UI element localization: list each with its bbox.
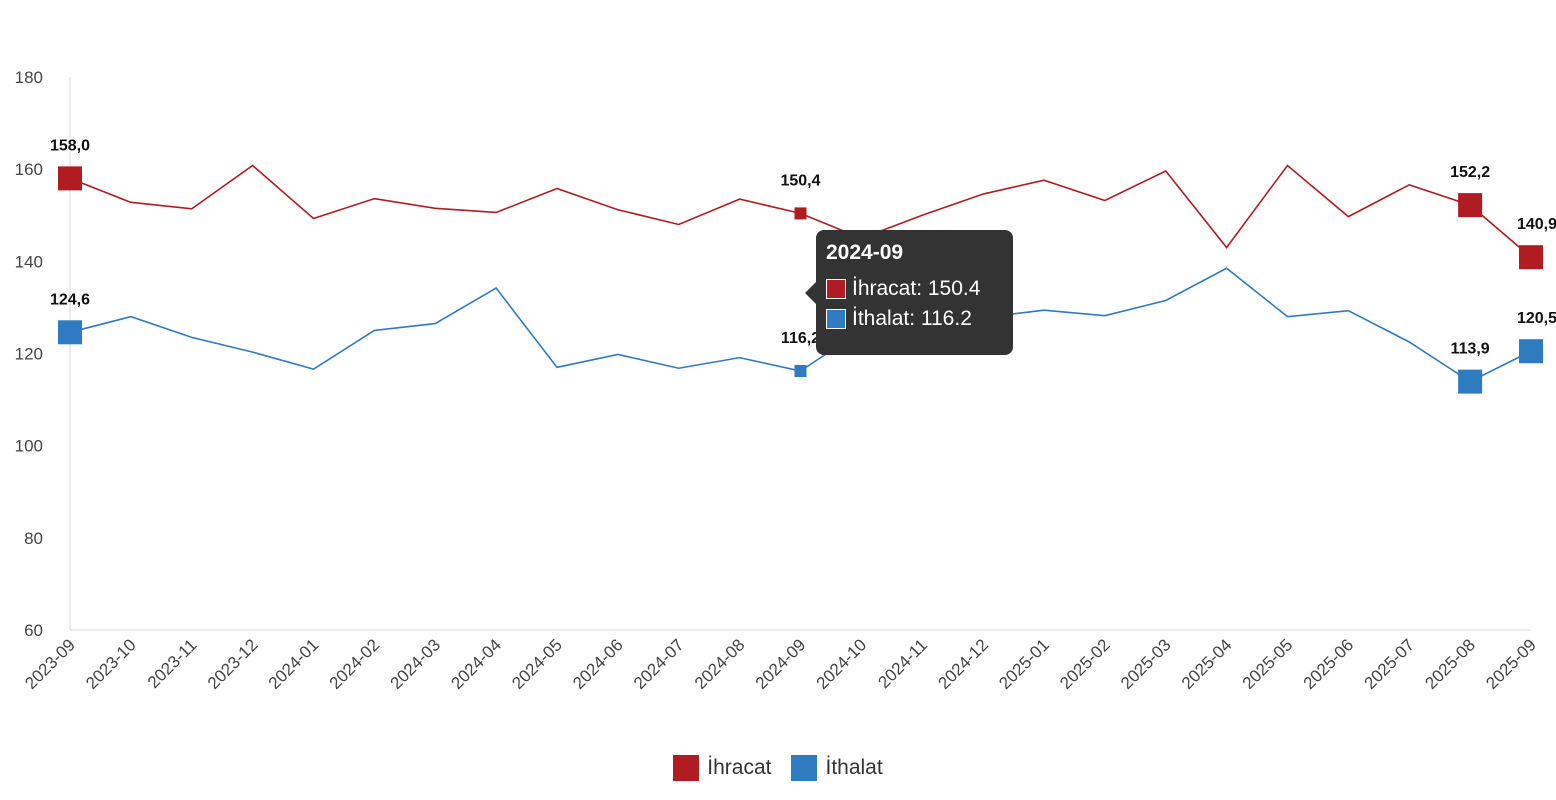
- x-tick-label: 2024-06: [569, 635, 627, 693]
- x-tick-label: 2025-04: [1178, 635, 1236, 693]
- data-label: 120,5: [1517, 310, 1556, 327]
- tooltip-title: 2024-09: [826, 241, 904, 264]
- x-tick-label: 2025-06: [1300, 635, 1358, 693]
- x-tick-label: 2024-08: [691, 635, 749, 693]
- y-tick-label: 100: [15, 437, 43, 456]
- x-tick-label: 2025-09: [1482, 635, 1540, 693]
- data-point-marker: [1519, 245, 1543, 270]
- data-label: 152,2: [1450, 164, 1490, 181]
- x-tick-label: 2023-10: [82, 635, 140, 693]
- x-tick-label: 2025-01: [995, 635, 1053, 693]
- series-line-1: [69, 267, 1532, 383]
- data-point-marker: [1519, 339, 1543, 364]
- data-label: 113,9: [1451, 341, 1490, 358]
- data-label: 158,0: [50, 137, 90, 154]
- y-tick-label: 60: [24, 621, 43, 640]
- x-tick-label: 2024-12: [934, 635, 992, 693]
- tooltip-value-ihracat: İhracat: 150.4: [852, 277, 981, 300]
- x-tick-label: 2025-05: [1239, 635, 1297, 693]
- x-tick-label: 2024-04: [447, 635, 505, 693]
- y-tick-label: 80: [24, 529, 43, 548]
- legend-label-ithalat: İthalat: [825, 756, 883, 779]
- x-tick-label: 2024-03: [387, 635, 445, 693]
- tooltip-row-ihracat: İhracat: 150.4: [826, 277, 1003, 301]
- data-point-marker: [58, 166, 82, 191]
- data-point-marker: [58, 320, 82, 345]
- x-tick-label: 2024-09: [752, 635, 810, 693]
- data-label: 124,6: [50, 291, 90, 308]
- tooltip-swatch-ithalat: [826, 309, 846, 329]
- y-tick-label: 160: [15, 160, 43, 179]
- x-tick-label: 2025-03: [1117, 635, 1175, 693]
- x-tick-label: 2025-02: [1056, 635, 1114, 693]
- x-tick-label: 2023-12: [204, 635, 262, 693]
- y-tick-label: 180: [15, 68, 43, 87]
- y-tick-label: 140: [15, 252, 43, 271]
- x-tick-label: 2024-11: [874, 635, 931, 692]
- legend-item-ithalat[interactable]: İthalat: [791, 755, 883, 781]
- data-label: 140,9: [1517, 216, 1556, 233]
- tooltip-value-ithalat: İthalat: 116.2: [852, 307, 972, 330]
- x-tick-label: 2024-02: [326, 635, 384, 693]
- tooltip-row-ithalat: İthalat: 116.2: [826, 307, 1003, 331]
- legend-swatch-ithalat: [791, 755, 818, 781]
- data-label: 150,4: [780, 172, 820, 189]
- x-tick-label: 2024-05: [508, 635, 566, 693]
- hover-tooltip: 2024-09 İhracat: 150.4 İthalat: 116.2: [805, 230, 1013, 355]
- x-tick-label: 2023-09: [21, 635, 79, 693]
- data-point-marker: [1458, 193, 1483, 218]
- x-tick-label: 2024-07: [630, 635, 688, 693]
- x-tick-label: 2024-01: [265, 635, 323, 693]
- chart-legend: İhracat İthalat: [0, 752, 1556, 784]
- data-label: 116,2: [781, 330, 820, 347]
- hover-point-marker: [794, 365, 807, 378]
- legend-label-ihracat: İhracat: [707, 756, 772, 779]
- x-tick-label: 2025-08: [1421, 635, 1479, 693]
- x-tick-label: 2025-07: [1361, 635, 1419, 693]
- data-point-marker: [1458, 369, 1483, 394]
- legend-swatch-ihracat: [673, 755, 700, 781]
- line-chart: 60 80 100 120 140 160 180 2023-09 2023-10 2023-11…: [15, 68, 1556, 693]
- tooltip-swatch-ihracat: [826, 279, 846, 299]
- x-tick-label: 2024-10: [813, 635, 871, 693]
- hover-point-marker: [794, 207, 807, 220]
- legend-item-ihracat[interactable]: İhracat: [673, 755, 771, 781]
- x-tick-label: 2023-11: [144, 635, 201, 692]
- y-tick-label: 120: [15, 345, 43, 364]
